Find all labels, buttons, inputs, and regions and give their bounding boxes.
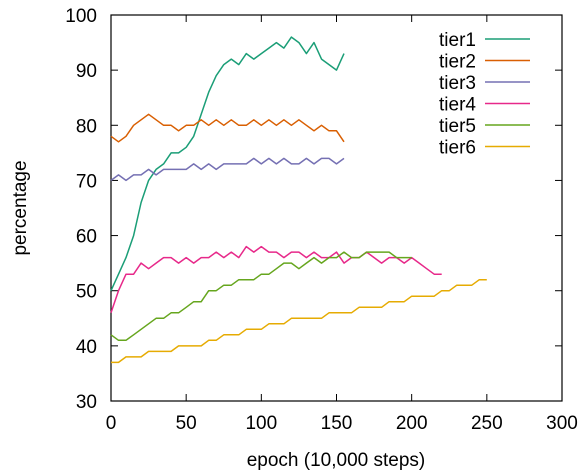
x-tick-label: 100	[245, 413, 277, 434]
series-lines	[110, 36, 487, 364]
x-axis-title: epoch (10,000 steps)	[247, 450, 426, 471]
series-line-tier2	[110, 113, 345, 143]
y-tick-label: 60	[76, 227, 97, 248]
legend-label-tier6: tier6	[439, 138, 476, 159]
y-tick-label: 80	[76, 116, 97, 137]
x-tick-label: 250	[471, 413, 503, 434]
x-tick-label: 50	[176, 413, 197, 434]
y-tick-label: 30	[76, 392, 97, 413]
x-tick-label: 300	[546, 413, 578, 434]
x-tick-label: 200	[396, 413, 428, 434]
series-line-tier6	[111, 278, 487, 364]
plot-frame	[110, 14, 563, 402]
series-line-tier1	[110, 36, 345, 292]
legend-label-tier1: tier1	[439, 30, 476, 51]
legend-label-tier2: tier2	[439, 52, 476, 73]
y-tick-label: 70	[76, 171, 97, 192]
y-tick-label: 90	[76, 61, 97, 82]
x-tick-label: 0	[106, 413, 117, 434]
y-tick-label: 50	[76, 282, 97, 303]
y-axis-title: percentage	[10, 160, 31, 255]
axis-ticks: 0 50 100 150 200 250 300 30 40 50 60 70 80 90 100	[65, 6, 578, 434]
x-tick-label: 150	[321, 413, 353, 434]
legend-label-tier5: tier5	[439, 116, 476, 137]
series-line-tier3	[110, 157, 345, 182]
y-tick-label: 40	[76, 337, 97, 358]
y-tick-label: 100	[65, 6, 97, 27]
legend-label-tier4: tier4	[439, 95, 476, 116]
series-line-tier4	[110, 245, 442, 314]
legend-label-tier3: tier3	[439, 73, 476, 94]
series-line-tier5	[110, 251, 412, 342]
